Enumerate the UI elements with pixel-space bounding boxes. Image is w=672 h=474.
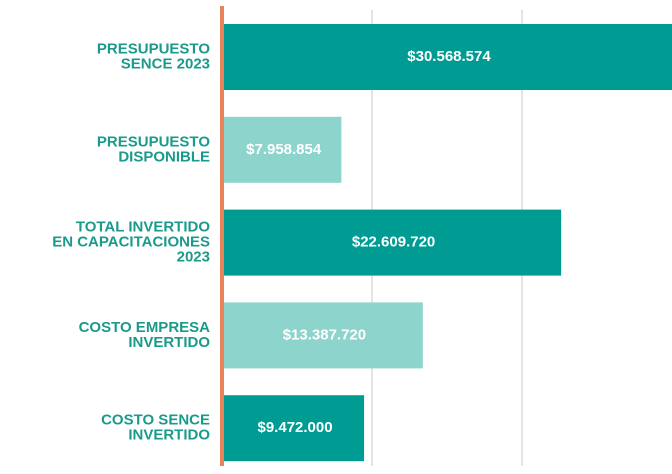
value-label: $13.387.720: [283, 326, 366, 343]
category-label: 2023: [177, 249, 210, 266]
category-label: SENCE 2023: [121, 55, 210, 72]
value-label: $9.472.000: [258, 419, 333, 436]
bar: [222, 302, 423, 369]
category-label: PRESUPUESTO: [97, 133, 210, 150]
category-label: INVERTIDO: [128, 427, 210, 444]
value-label: $30.568.574: [407, 48, 491, 65]
category-label: DISPONIBLE: [118, 148, 210, 165]
bar: [222, 24, 672, 90]
category-label: COSTO EMPRESA: [79, 319, 211, 336]
category-label: TOTAL INVERTIDO: [76, 219, 211, 236]
value-label: $22.609.720: [352, 234, 435, 251]
category-label: COSTO SENCE: [101, 412, 210, 429]
bar: [222, 116, 342, 183]
value-label: $7.958.854: [246, 141, 322, 158]
category-label: INVERTIDO: [128, 334, 210, 351]
bar: [222, 395, 365, 462]
category-label: EN CAPACITACIONES: [52, 234, 210, 251]
bar: [222, 209, 562, 276]
category-label: PRESUPUESTO: [97, 40, 210, 57]
